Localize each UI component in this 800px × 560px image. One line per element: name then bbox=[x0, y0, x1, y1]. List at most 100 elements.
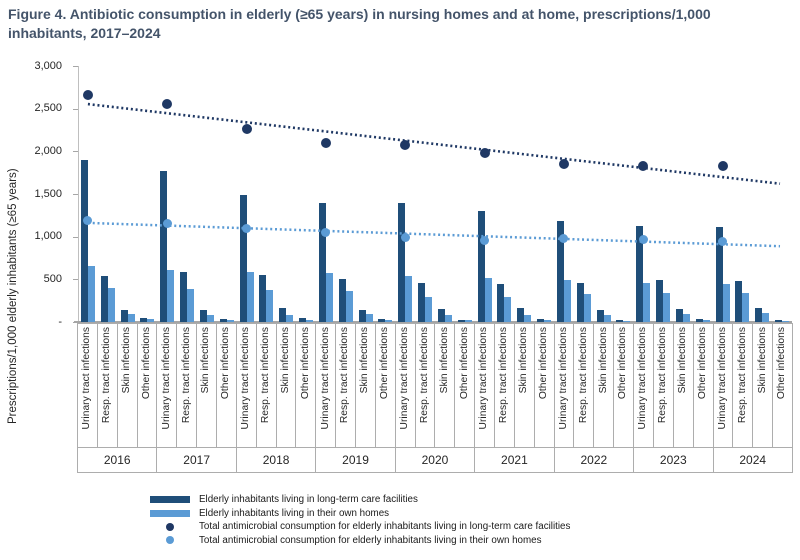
plot-area bbox=[78, 66, 792, 322]
category-cell: Skin infections bbox=[276, 323, 297, 448]
category-cell: Resp. tract infections bbox=[574, 323, 595, 448]
x-axis-baseline bbox=[74, 321, 792, 323]
y-axis-tick-mark bbox=[73, 236, 78, 238]
bar-home bbox=[682, 314, 690, 322]
category-cell: Skin infections bbox=[356, 323, 376, 448]
bar-home bbox=[563, 280, 571, 322]
bar-ltcf bbox=[180, 272, 188, 322]
category-cell: Skin infections bbox=[197, 323, 218, 448]
trendlines-layer bbox=[87, 102, 781, 248]
category-label: Resp. tract infections bbox=[339, 327, 351, 424]
y-axis-title: Prescriptions/1,000 elderly inhabitants … bbox=[7, 168, 19, 424]
bar-ltcf bbox=[279, 307, 287, 322]
bar-ltcf bbox=[259, 275, 267, 322]
bar-swatch bbox=[150, 496, 190, 504]
year-axis-row: 2016 2017 2018 2019 2020 2021 2022 2023 2024 bbox=[77, 448, 793, 473]
category-label: Urinary tract infections bbox=[319, 327, 331, 430]
category-cell: Skin infections bbox=[514, 323, 535, 448]
y-axis-tick-label: 2,000 bbox=[34, 144, 62, 157]
category-cell: Urinary tract infections bbox=[395, 323, 416, 448]
category-label: Other infections bbox=[696, 327, 708, 400]
trendline-total-home bbox=[87, 221, 781, 248]
category-cell: Skin infections bbox=[753, 323, 774, 448]
bar-home bbox=[306, 319, 314, 322]
bar-ltcf bbox=[755, 308, 763, 322]
bar-home bbox=[544, 320, 552, 322]
category-label: Resp. tract infections bbox=[101, 327, 113, 424]
category-cell: Other infections bbox=[534, 323, 555, 448]
dot-total-ltcf bbox=[479, 148, 490, 159]
category-label: Urinary tract infections bbox=[81, 327, 93, 430]
category-label: Resp. tract infections bbox=[577, 327, 589, 424]
year-label: 2017 bbox=[157, 448, 237, 473]
category-label: Urinary tract infections bbox=[637, 327, 649, 430]
category-label: Other infections bbox=[299, 327, 311, 400]
bar-home bbox=[147, 319, 155, 322]
bar-ltcf bbox=[556, 221, 564, 322]
dot-total-home bbox=[638, 235, 648, 245]
category-cell: Resp. tract infections bbox=[733, 323, 754, 448]
category-cell: Urinary tract infections bbox=[78, 323, 98, 448]
category-cell: Urinary tract infections bbox=[713, 323, 734, 448]
dot-total-home bbox=[321, 227, 331, 237]
bar-ltcf bbox=[239, 194, 247, 322]
category-axis-row: Urinary tract infections Resp. tract infe… bbox=[77, 323, 793, 448]
category-cell: Skin infections bbox=[117, 323, 138, 448]
category-label: Skin infections bbox=[756, 327, 768, 394]
dot-total-home bbox=[559, 233, 569, 243]
bar-home bbox=[365, 313, 373, 322]
year-label: 2023 bbox=[634, 448, 714, 473]
dot-total-home bbox=[242, 223, 252, 233]
category-cell: Urinary tract infections bbox=[634, 323, 654, 448]
category-cell: Skin infections bbox=[435, 323, 456, 448]
year-label: 2021 bbox=[475, 448, 555, 473]
bar-home bbox=[425, 297, 433, 322]
dot-total-ltcf bbox=[400, 140, 411, 151]
category-label: Urinary tract infections bbox=[478, 327, 490, 430]
category-cell: Other infections bbox=[217, 323, 237, 448]
y-axis-tick-mark bbox=[73, 108, 78, 110]
legend-dot-swatch-icon bbox=[150, 536, 190, 545]
category-cell: Urinary tract infections bbox=[554, 323, 575, 448]
category-label: Urinary tract infections bbox=[160, 327, 172, 430]
category-cell: Urinary tract infections bbox=[157, 323, 178, 448]
y-axis-tick-mark bbox=[73, 66, 78, 67]
bar-ltcf bbox=[219, 318, 227, 322]
bar-home bbox=[127, 313, 135, 322]
y-axis-tick-label: 1,500 bbox=[34, 187, 62, 200]
bar-home bbox=[167, 269, 175, 322]
bar-ltcf bbox=[100, 275, 108, 322]
legend-bar-swatch-icon bbox=[150, 496, 190, 504]
category-label: Urinary tract infections bbox=[557, 327, 569, 430]
category-cell: Resp. tract infections bbox=[415, 323, 436, 448]
bar-home bbox=[286, 314, 294, 322]
category-label: Urinary tract infections bbox=[399, 327, 411, 430]
bar-home bbox=[444, 315, 452, 322]
dot-total-home bbox=[480, 235, 490, 245]
dot-total-ltcf bbox=[320, 137, 331, 148]
bar-home bbox=[246, 271, 254, 322]
legend: Elderly inhabitants living in long-term … bbox=[150, 493, 570, 547]
category-cell: Resp. tract infections bbox=[256, 323, 277, 448]
bar-home bbox=[385, 319, 393, 322]
year-label: 2022 bbox=[554, 448, 635, 473]
dot-total-home bbox=[400, 233, 410, 243]
dot-total-ltcf bbox=[162, 99, 173, 110]
category-label: Other infections bbox=[776, 327, 788, 400]
bar-ltcf bbox=[675, 309, 683, 322]
y-axis-tick-mark bbox=[73, 151, 78, 153]
category-label: Resp. tract infections bbox=[180, 327, 192, 424]
bar-home bbox=[702, 320, 710, 322]
category-label: Other infections bbox=[458, 327, 470, 400]
category-label: Other infections bbox=[140, 327, 152, 400]
category-label: Skin infections bbox=[200, 327, 212, 394]
legend-row: Elderly inhabitants living in their own … bbox=[150, 507, 570, 521]
bar-home bbox=[643, 282, 651, 322]
bar-home bbox=[405, 275, 413, 322]
y-axis-tick-mark bbox=[73, 194, 78, 195]
category-label: Other infections bbox=[538, 327, 550, 400]
category-cell: Resp. tract infections bbox=[177, 323, 198, 448]
category-label: Resp. tract infections bbox=[418, 327, 430, 424]
y-axis-tick-label: - bbox=[58, 315, 62, 328]
